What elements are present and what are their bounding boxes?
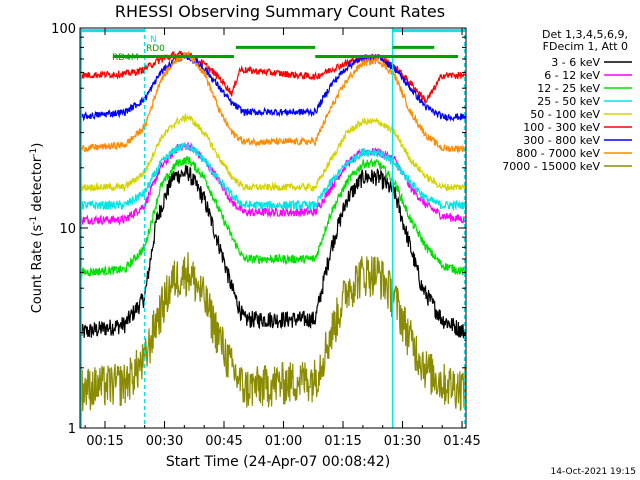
chart-title: RHESSI Observing Summary Count Rates bbox=[115, 2, 445, 21]
x-tick-label-2: 00:45 bbox=[205, 434, 242, 449]
x-tick-label-4: 01:15 bbox=[324, 434, 361, 449]
legend-label-0: 3 - 6 keV bbox=[551, 56, 600, 69]
y-tick-label-2: 100 bbox=[51, 22, 76, 37]
flag-label-0: N bbox=[150, 35, 157, 45]
legend-header-0: Det 1,3,4,5,6,9, bbox=[542, 28, 628, 41]
series-line-3 bbox=[80, 142, 466, 212]
flag-label-1: RD0 bbox=[146, 44, 165, 54]
series-line-2 bbox=[80, 156, 466, 280]
y-axis-label: Count Rate (s-1 detector-1) bbox=[29, 143, 45, 314]
series-line-7 bbox=[80, 51, 466, 154]
legend-label-3: 25 - 50 keV bbox=[537, 95, 600, 108]
series-line-0 bbox=[80, 164, 466, 341]
x-tick-label-5: 01:30 bbox=[384, 434, 421, 449]
legend-label-5: 100 - 300 keV bbox=[523, 121, 600, 134]
x-tick-label-0: 00:15 bbox=[86, 434, 123, 449]
legend: Det 1,3,4,5,6,9,FDecim 1, Att 0 3 - 6 keV… bbox=[502, 28, 632, 173]
series-line-8 bbox=[80, 252, 466, 412]
x-tick-label-1: 00:30 bbox=[146, 434, 183, 449]
y-tick-label-0: 1 bbox=[68, 422, 76, 437]
x-tick-label-6: 01:45 bbox=[443, 434, 480, 449]
series-line-4 bbox=[80, 112, 466, 193]
legend-label-8: 7000 - 15000 keV bbox=[502, 160, 600, 173]
flag-label-2: RD4M bbox=[112, 53, 139, 63]
timestamp: 14-Oct-2021 19:15 bbox=[551, 467, 636, 477]
series-line-5 bbox=[80, 50, 466, 105]
legend-label-6: 300 - 800 keV bbox=[523, 134, 600, 147]
legend-label-2: 12 - 25 keV bbox=[537, 82, 600, 95]
series-line-6 bbox=[80, 52, 466, 123]
x-axis-label: Start Time (24-Apr-07 00:08:42) bbox=[166, 454, 390, 470]
legend-label-7: 800 - 7000 keV bbox=[516, 147, 600, 160]
legend-label-4: 50 - 100 keV bbox=[530, 108, 600, 121]
y-tick-label-1: 10 bbox=[59, 222, 76, 237]
legend-label-1: 6 - 12 keV bbox=[544, 69, 600, 82]
x-tick-label-3: 01:00 bbox=[265, 434, 302, 449]
legend-header-1: FDecim 1, Att 0 bbox=[543, 40, 628, 53]
